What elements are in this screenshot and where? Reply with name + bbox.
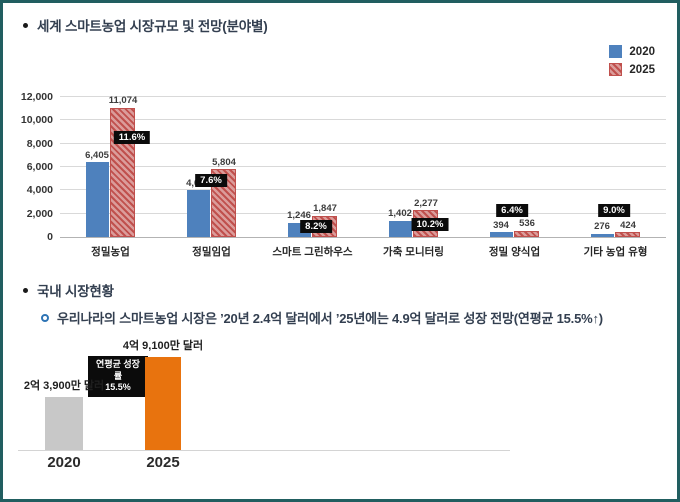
legend-swatch-2025 <box>609 63 623 76</box>
chart1-y-tick-label: 6,000 <box>26 161 53 173</box>
bar-2020-value-label: 6,405 <box>85 149 109 161</box>
chart1-y-tick-label: 10,000 <box>20 114 53 127</box>
circle-bullet-icon <box>41 313 49 322</box>
chart1-y-tick-label: 12,000 <box>20 91 53 103</box>
chart1-gridline <box>60 96 666 97</box>
chart2-value-label: 2억 3,900만 달러 <box>23 380 105 392</box>
chart2-cagr-badge-line1: 연평균 성장률 <box>96 359 140 381</box>
legend-swatch-2020 <box>609 45 623 58</box>
cagr-badge: 11.6% <box>113 130 151 144</box>
chart1-bar-group: 394 536 6.4% <box>464 97 565 237</box>
bar-2025 <box>110 107 135 237</box>
chart1-y-tick-label: 4,000 <box>26 184 53 197</box>
bar-2025 <box>615 232 640 237</box>
cagr-badge: 9.0% <box>598 203 630 217</box>
chart1-legend: 2020 2025 <box>609 45 655 76</box>
chart2-plot-area: 연평균 성장률 15.5% 2억 3,900만 달러 2020 4억 9,100만 … <box>18 340 510 471</box>
chart1-plot-area: 6,40511,07411.6%4,0295,8047.6%1,2461,847… <box>60 95 666 238</box>
legend-label-2020: 2020 <box>629 45 655 58</box>
cagr-badge: 7.6% <box>195 173 227 187</box>
section2-note: 우리나라의 스마트농업 시장은 ’20년 2.4억 달러에서 ’25년에는 4.… <box>41 308 603 327</box>
legend-label-2025: 2025 <box>629 63 655 76</box>
bar-2020-value-label: 394 <box>493 219 509 231</box>
chart1-category-label: 정밀농업 <box>91 246 130 258</box>
legend-item-2025: 2025 <box>609 63 655 76</box>
section1-title: 세계 스마트농업 시장규모 및 전망(분야별) <box>23 15 268 35</box>
cagr-badge: 8.2% <box>300 219 332 233</box>
bullet-icon <box>23 22 28 28</box>
chart2-year-label: 2020 <box>47 454 81 471</box>
bar-2025-value-label: 1,847 <box>313 202 337 214</box>
bar-2020 <box>389 220 412 237</box>
bar-2025-value-label: 2,277 <box>414 197 438 209</box>
chart1-category-label: 정밀임업 <box>192 246 231 258</box>
chart1-gridline <box>60 189 666 191</box>
cagr-badge: 10.2% <box>411 217 449 231</box>
chart1-bar-group: 276 424 9.0% <box>565 97 666 237</box>
chart1-y-tick-label: 0 <box>47 231 53 243</box>
bar-2025-value-label: 11,074 <box>108 95 138 107</box>
chart1-gridline <box>60 142 666 144</box>
chart2-cagr-badge-line2: 15.5% <box>105 382 131 392</box>
bar-2020-value-label: 276 <box>594 221 610 233</box>
chart1-category-label: 정밀 양식업 <box>488 246 541 258</box>
section2-title: 국내 시장현황 <box>23 280 114 300</box>
section1-title-text: 세계 스마트농업 시장규모 및 전망(분야별) <box>37 19 268 34</box>
bar-2020 <box>187 190 210 237</box>
bar-2020-value-label: 1,402 <box>388 208 412 220</box>
bar-2020-value-label: 1,246 <box>287 209 311 221</box>
chart1-category-label: 가축 모니터링 <box>383 246 444 258</box>
legend-item-2020: 2020 <box>609 45 655 58</box>
chart2-bar-2025 <box>145 357 181 450</box>
chart1-y-axis: 0 2,000 4,000 6,000 8,000 10,000 12,000 <box>9 91 53 243</box>
bar-2025-value-label: 5,804 <box>212 156 236 168</box>
bar-2020 <box>591 233 614 237</box>
chart1-category-label: 기타 농업 유형 <box>583 246 648 258</box>
chart1-bar-group: 6,405 11,074 11.6% <box>60 95 161 237</box>
chart2-cagr-badge: 연평균 성장률 15.5% <box>88 356 148 397</box>
cagr-badge: 6.4% <box>496 203 528 217</box>
bar-2025 <box>514 230 539 237</box>
section2-title-text: 국내 시장현황 <box>37 284 114 299</box>
chart2-value-label: 4억 9,100만 달러 <box>122 340 204 352</box>
chart2-year-label: 2025 <box>146 454 180 471</box>
chart1-gridline <box>60 119 666 121</box>
chart1-gridline <box>60 166 666 167</box>
bar-2025-value-label: 536 <box>519 218 535 230</box>
chart1-y-tick-label: 8,000 <box>26 137 53 150</box>
bar-2020 <box>490 232 513 237</box>
chart1-gridline <box>60 212 666 214</box>
chart1-bar-group: 1,246 1,847 8.2% <box>262 97 363 237</box>
chart1-y-tick-label: 2,000 <box>26 207 53 220</box>
section2-note-text: 우리나라의 스마트농업 시장은 ’20년 2.4억 달러에서 ’25년에는 4.… <box>57 311 603 326</box>
chart2-bar-2020 <box>45 397 83 450</box>
bullet-icon <box>23 287 28 293</box>
chart1-bar-group: 1,402 2,277 10.2% <box>363 97 464 237</box>
chart1-category-label: 스마트 그린하우스 <box>272 246 353 258</box>
bar-2025-value-label: 424 <box>620 219 636 231</box>
bar-2020 <box>86 162 109 237</box>
